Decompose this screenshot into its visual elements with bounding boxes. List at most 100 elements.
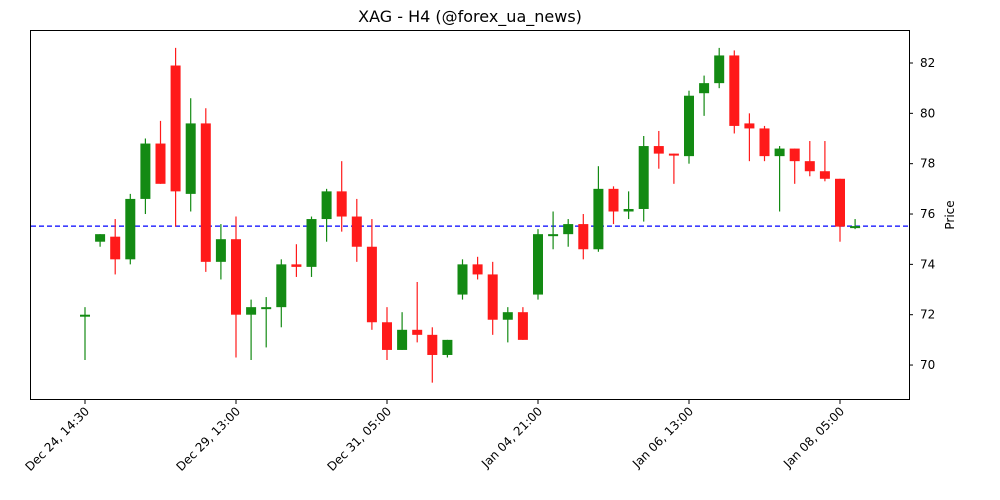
candle-body [397,329,408,350]
candle [336,161,347,232]
candle-body [502,312,513,320]
candle-body [261,307,272,310]
y-axis-label: Price [943,200,957,229]
candle-body [699,83,710,94]
candle-body [155,143,166,184]
candle-body [744,123,755,129]
candle [321,188,332,242]
plot-frame [30,30,910,400]
y-tick-label: 70 [920,358,935,372]
candle-body [487,274,498,320]
candle [351,198,362,262]
candle [306,216,317,277]
candle-body [427,334,438,355]
candle [502,307,513,343]
candle-body [563,224,574,235]
candle [668,153,679,184]
candle-body [819,171,830,179]
candle [155,120,166,184]
candle-body [472,264,483,275]
candle-body [668,153,679,156]
candle-body [789,148,800,162]
candle [412,281,423,343]
candle [185,98,196,212]
candle [110,219,121,275]
candle [684,90,694,164]
candle-body [412,329,423,335]
candle-body [623,208,634,212]
candle-body [774,148,785,157]
candle-body [95,234,106,242]
candle [80,307,90,361]
candle-body [593,188,604,250]
y-tick-label: 78 [920,157,935,171]
candle-body [382,322,392,350]
candle [835,178,845,242]
x-tick-label: Dec 24, 14:30 [22,404,92,474]
candle [850,219,861,230]
candle [200,108,211,272]
candle-body [533,234,543,295]
candle [95,234,106,247]
candle [472,256,483,280]
candle-body [110,236,121,260]
y-tick-label: 76 [920,207,935,221]
candle-body [714,55,725,84]
candle [442,339,453,358]
candle-body [442,339,453,355]
x-axis: Dec 24, 14:30 Dec 29, 13:00 Dec 31, 05:00 J… [22,400,847,474]
y-tick-label: 82 [920,56,935,70]
candle [593,166,604,252]
chart-title: XAG - H4 (@forex_ua_news) [358,7,582,27]
candle [291,244,302,277]
candle [382,307,392,361]
candle [366,219,377,330]
candle [699,75,710,116]
candle [608,186,619,225]
candle-body [125,198,136,260]
candle [427,327,438,383]
candle-body [653,146,664,154]
x-tick-label: Jan 06, 13:00 [629,404,696,471]
candle-body [366,246,377,323]
candle [140,138,151,215]
candle-body [578,224,589,250]
candle [548,211,559,250]
candle-body [638,146,649,209]
candle-body [608,188,619,212]
candle [517,307,528,340]
candle [578,214,589,260]
candle [653,130,664,169]
candle [623,191,634,220]
candle-body [200,123,211,262]
candle [246,299,257,361]
candle-body [457,264,468,295]
candle [533,229,543,300]
candle-body [246,307,257,315]
candle-body [517,312,528,340]
candle [125,193,136,265]
candle [774,146,785,212]
candle-body [351,216,362,247]
candle [744,113,755,162]
candle [487,261,498,335]
candle [638,135,649,222]
y-tick-label: 80 [920,106,935,120]
candle-body [231,239,241,315]
candle [215,224,226,280]
candle [170,47,181,227]
candle-body [321,191,332,220]
candle [261,297,272,348]
candle-body [729,55,740,126]
candle [457,259,468,300]
x-tick-label: Dec 29, 13:00 [173,404,243,474]
candle-body [850,226,861,229]
candle-body [276,264,287,308]
x-tick-label: Jan 04, 21:00 [478,404,545,471]
y-tick-label: 72 [920,308,935,322]
candle-body [804,161,815,172]
candle [231,216,241,358]
candle [729,50,740,134]
x-tick-label: Jan 08, 05:00 [780,404,847,471]
